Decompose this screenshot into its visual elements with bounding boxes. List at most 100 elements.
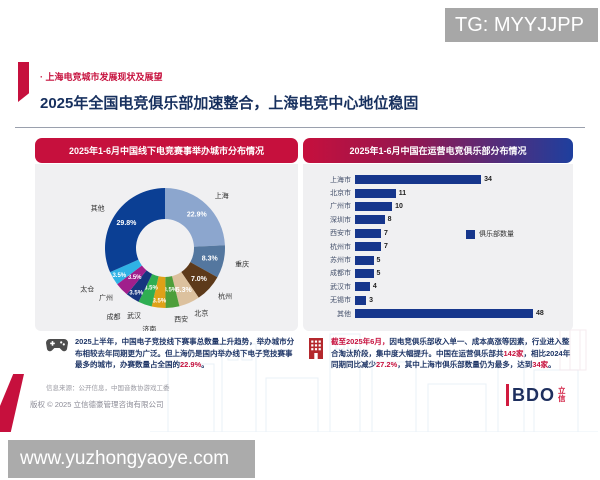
site-watermark: www.yuzhongyaoye.com [8,440,255,478]
bar-row: 武汉市 4 [313,280,565,293]
bar-row: 杭州市 7 [313,240,565,253]
building-icon [309,338,323,359]
bar [355,201,393,211]
bar [355,295,367,305]
pie-category-label: 太仓 [80,285,94,294]
pie-slice [165,188,225,247]
page-title: 2025年全国电竞俱乐部加速整合，上海电竞中心地位稳固 [40,95,419,112]
bar-chart-legend: 俱乐部数量 [466,229,514,239]
bar-category-label: 成都市 [330,270,351,278]
right-note: 截至2025年6月，因电竞俱乐部收入单一、成本高涨等因素，行业进入整合淘汰阶段，… [308,336,572,371]
gamepad-icon [46,339,68,352]
pie-slice [117,265,147,295]
bar [355,255,374,265]
pie-category-label: 济南 [142,325,156,331]
legend-swatch [466,229,475,239]
pie-slice [126,270,153,302]
pie-chart: 22.9% 上海 8.3% 重庆 7.0% 杭州 5.3% 北京 3.5% 西安 3.5% 济南 3.5… [80,188,249,334]
bar-category-label: 无锡市 [330,297,351,305]
bdo-logo-bar [506,384,509,406]
pie-percent-label: 22.9% [187,212,208,219]
pie-percent-label: 7.0% [191,276,208,283]
pie-percent-label: 3.5% [129,291,143,297]
pie-slice [171,271,199,307]
pie-slice [105,188,165,273]
pie-percent-label: 3.5% [144,286,158,292]
source-note: 信息来源：公开信息，中国音数协游戏工委 [46,385,170,392]
bar [355,228,381,238]
bar-row: 无锡市 3 [313,294,565,307]
bar [355,282,370,292]
bar-row: 北京市 11 [313,186,565,199]
bar [355,215,385,225]
bar-category-label: 北京市 [330,190,351,198]
bar-row: 深圳市 8 [313,213,565,226]
bar [355,309,533,319]
note-segment: 因电竞俱乐部收入单一、成本高涨等因素，行业进入整合淘汰阶段，集中度大幅提升。中国… [331,337,570,358]
note-segment: 22.9% [180,360,202,370]
note-segment: 34家 [532,360,549,370]
pie-percent-label: 3.5% [128,275,142,281]
bar-row: 其他 48 [313,307,565,320]
bar-category-label: 广州市 [330,203,351,211]
note-segment: 。 [201,360,209,370]
pie-slice [110,259,142,285]
bar-category-label: 西安市 [330,230,351,238]
left-note-text: 2025上半年，中国电子竞技线下赛事总数量上升趋势，举办城市分布相较去年同期更为… [75,336,298,371]
note-segment: 2025上半年，中国电子竞技线下赛事总数量上升趋势，举办城市分布相较去年同期更为… [75,337,295,370]
pie-category-label: 上海 [215,191,229,200]
pie-percent-label: 3.5% [163,288,177,294]
note-segment: 142家 [503,348,524,358]
header-ribbon-accent [18,62,29,102]
bar-value-label: 34 [484,176,492,184]
bdo-logo-chinese-char: 立 [558,386,566,396]
pie-chart-panel: 22.9% 上海 8.3% 重庆 7.0% 杭州 5.3% 北京 3.5% 西安 3.5% 济南 3.5… [35,164,298,334]
pie-percent-label: 29.8% [117,220,138,227]
bdo-logo-chinese-char: 信 [558,394,566,403]
pie-percent-label: 3.5% [112,273,126,279]
pie-percent-label: 8.3% [202,256,219,263]
note-segment: ，其中上海市俱乐部数量仍为最多，达到 [397,360,533,370]
bar [355,175,482,185]
bdo-logo: BDO 立信 [506,384,566,406]
bar-category-label: 武汉市 [330,283,351,291]
bar-row: 西安市 7 [313,227,565,240]
copyright-text: 版权 © 2025 立信德豪管理咨询有限公司 [30,400,164,409]
bar-value-label: 8 [387,216,392,224]
pie-category-label: 广州 [99,293,113,302]
pie-category-label: 北京 [194,309,208,318]
pie-category-label: 武汉 [127,311,141,320]
pie-slice [181,262,218,298]
note-segment: 。 [548,360,556,370]
pie-slice [190,245,225,278]
bar-value-label: 4 [372,283,377,291]
bar-chart-panel: 上海市 34 北京市 11 广州市 10 深圳市 8 西安市 7 杭州市 7 苏州市 5 成都市 5 武汉市 4 无… [303,164,573,331]
tg-watermark: TG: MYYJJPP [445,8,598,42]
bar-value-label: 3 [369,296,374,304]
pie-category-label: 西安 [174,314,188,323]
bar-value-label: 5 [376,269,381,277]
title-divider [15,127,585,128]
legend-label: 俱乐部数量 [479,231,514,238]
bar-chart: 上海市 34 北京市 11 广州市 10 深圳市 8 西安市 7 杭州市 7 苏州市 5 成都市 5 武汉市 4 无… [313,173,565,320]
bdo-logo-text: BDO [512,384,555,405]
pie-slice [151,276,166,308]
right-panel-title: 2025年1-6月中国在运营电竞俱乐部分布情况 [303,138,573,163]
section-eyebrow: · 上海电竞城市发展现状及展望 [40,72,163,82]
left-panel-title: 2025年1-6月中国线下电竞赛事举办城市分布情况 [35,138,298,163]
bar-row: 成都市 5 [313,267,565,280]
bar-category-label: 深圳市 [330,216,351,224]
bar-value-label: 5 [376,256,381,264]
note-segment: 27.2% [376,360,398,370]
bar-category-label: 上海市 [330,176,351,184]
bar [355,188,396,198]
note-segment: ，相比2024年同期同比减少 [331,348,571,370]
pie-slice [138,274,159,307]
bar-row: 上海市 34 [313,173,565,186]
bar-value-label: 11 [398,189,407,197]
bar-category-label: 苏州市 [330,257,351,265]
bar-value-label: 10 [395,202,403,210]
pie-category-label: 其他 [91,204,105,213]
left-note: 2025上半年，中国电子竞技线下赛事总数量上升趋势，举办城市分布相较去年同期更为… [46,336,298,371]
